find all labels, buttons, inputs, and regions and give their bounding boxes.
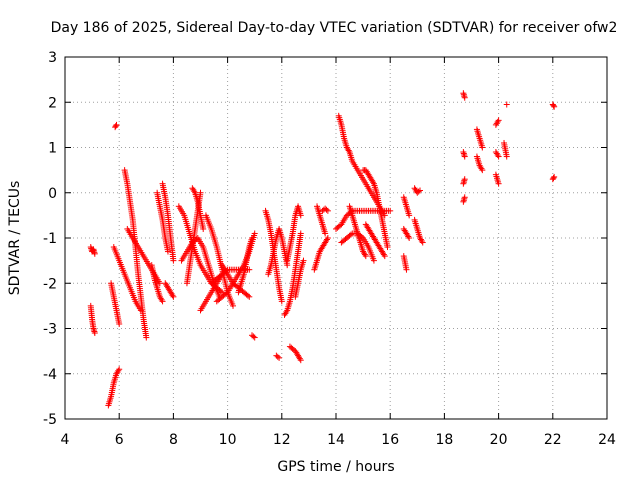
data-points bbox=[87, 90, 558, 409]
data-point bbox=[406, 235, 413, 241]
x-tick-label: 20 bbox=[490, 432, 508, 448]
data-point bbox=[370, 257, 377, 264]
data-point bbox=[479, 167, 486, 174]
data-point bbox=[495, 117, 502, 124]
data-point bbox=[274, 353, 281, 360]
data-point bbox=[170, 293, 177, 300]
data-point bbox=[461, 153, 468, 160]
data-point bbox=[170, 257, 177, 264]
data-point bbox=[246, 266, 253, 273]
data-point bbox=[322, 230, 329, 237]
data-point bbox=[417, 187, 424, 194]
y-tick-label: 1 bbox=[48, 141, 57, 157]
data-point bbox=[495, 180, 502, 187]
y-tick-label: -4 bbox=[43, 367, 57, 383]
data-point bbox=[297, 212, 304, 219]
data-point bbox=[551, 103, 558, 110]
data-point bbox=[200, 225, 207, 232]
x-tick-label: 10 bbox=[219, 432, 237, 448]
data-point bbox=[250, 333, 257, 340]
data-point bbox=[503, 153, 510, 160]
x-tick-label: 22 bbox=[544, 432, 562, 448]
data-point bbox=[116, 366, 123, 373]
data-point bbox=[323, 206, 330, 213]
y-tick-label: 2 bbox=[48, 95, 57, 111]
data-point bbox=[550, 175, 557, 182]
data-point bbox=[278, 298, 285, 305]
data-point bbox=[246, 293, 253, 300]
data-point bbox=[244, 292, 251, 299]
plot-frame bbox=[64, 56, 608, 420]
data-point bbox=[91, 250, 98, 257]
data-point bbox=[461, 94, 468, 101]
y-tick-label: -3 bbox=[43, 322, 57, 338]
data-point bbox=[159, 298, 166, 305]
data-point bbox=[381, 253, 388, 260]
x-tick-label: 12 bbox=[273, 432, 291, 448]
data-point bbox=[112, 123, 119, 130]
data-point bbox=[251, 230, 258, 237]
data-point bbox=[495, 153, 502, 160]
data-point bbox=[300, 257, 307, 264]
x-tick-label: 8 bbox=[169, 432, 178, 448]
data-point bbox=[276, 354, 283, 361]
chart-title: Day 186 of 2025, Sidereal Day-to-day VTE… bbox=[51, 20, 618, 36]
data-point bbox=[461, 194, 468, 201]
data-point bbox=[415, 188, 422, 195]
data-point bbox=[156, 280, 163, 287]
data-point bbox=[384, 244, 391, 251]
data-point bbox=[479, 144, 486, 151]
y-tick-label: -1 bbox=[43, 231, 57, 247]
data-point bbox=[230, 302, 237, 309]
y-tick-label: -5 bbox=[43, 412, 57, 428]
data-point bbox=[91, 330, 98, 337]
data-point bbox=[164, 248, 171, 255]
grid bbox=[65, 57, 607, 419]
data-point bbox=[550, 102, 557, 109]
data-point bbox=[297, 357, 304, 364]
x-tick-label: 16 bbox=[381, 432, 399, 448]
data-point bbox=[387, 207, 394, 214]
x-axis-label: GPS time / hours bbox=[277, 459, 394, 475]
data-point bbox=[503, 101, 510, 108]
data-point bbox=[347, 231, 354, 238]
y-tick-label: -2 bbox=[43, 276, 57, 292]
data-point bbox=[251, 334, 258, 341]
x-tick-label: 6 bbox=[115, 432, 124, 448]
data-point bbox=[297, 230, 304, 237]
data-point bbox=[362, 253, 369, 260]
y-axis-label: SDTVAR / TECUs bbox=[7, 181, 23, 296]
x-tick-label: 24 bbox=[598, 432, 616, 448]
y-tick-label: 3 bbox=[48, 50, 57, 66]
data-point bbox=[406, 212, 413, 219]
data-point bbox=[248, 235, 255, 241]
data-point bbox=[116, 320, 123, 327]
x-tick-label: 18 bbox=[435, 432, 453, 448]
x-tick-label: 4 bbox=[61, 432, 70, 448]
data-point bbox=[143, 334, 150, 341]
data-point bbox=[403, 266, 410, 273]
x-tick-label: 14 bbox=[327, 432, 345, 448]
y-tick-label: 0 bbox=[48, 186, 57, 202]
data-point bbox=[324, 235, 331, 241]
data-point bbox=[551, 173, 558, 180]
data-point bbox=[419, 239, 426, 246]
data-point bbox=[324, 207, 331, 214]
data-point bbox=[197, 189, 204, 196]
data-point bbox=[461, 176, 468, 183]
data-point bbox=[113, 121, 120, 128]
